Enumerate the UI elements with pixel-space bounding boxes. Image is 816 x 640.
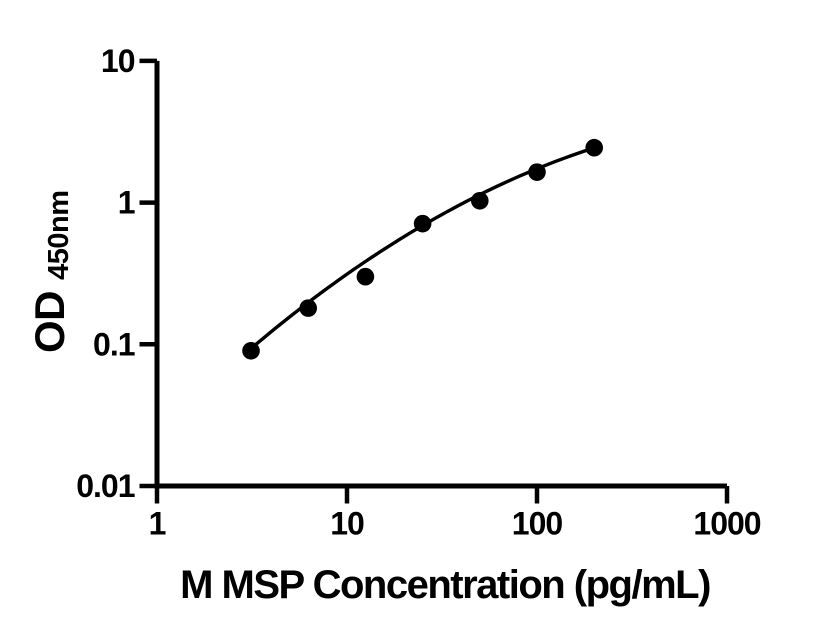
y-tick-label: 1 (118, 185, 135, 221)
x-axis-title: M MSP Concentration (pg/mL) (180, 563, 710, 607)
x-tick-label: 1000 (693, 506, 760, 542)
data-point (413, 214, 432, 233)
data-point (585, 138, 603, 157)
ticks-layer (139, 58, 730, 504)
x-tick-label: 10 (330, 506, 364, 542)
data-point (471, 191, 489, 210)
y-tick-label: 10 (101, 43, 135, 79)
y-axis-title-subscript: 450nm (43, 190, 75, 279)
y-axis-title: OD 450nm (26, 190, 75, 353)
y-tick-label: 0.1 (93, 326, 135, 362)
data-point (242, 341, 260, 360)
y-axis-title-main: OD (26, 291, 73, 353)
series-layer (242, 138, 603, 360)
data-point (356, 267, 375, 286)
y-tick-label: 0.01 (76, 468, 134, 504)
data-point (299, 299, 318, 317)
x-tick-label: 1 (149, 506, 166, 542)
x-tick-label: 100 (512, 506, 563, 542)
data-point (528, 163, 546, 181)
tick-labels-layer: 10 1 0.1 0.01 1 10 100 1000 (76, 43, 762, 542)
